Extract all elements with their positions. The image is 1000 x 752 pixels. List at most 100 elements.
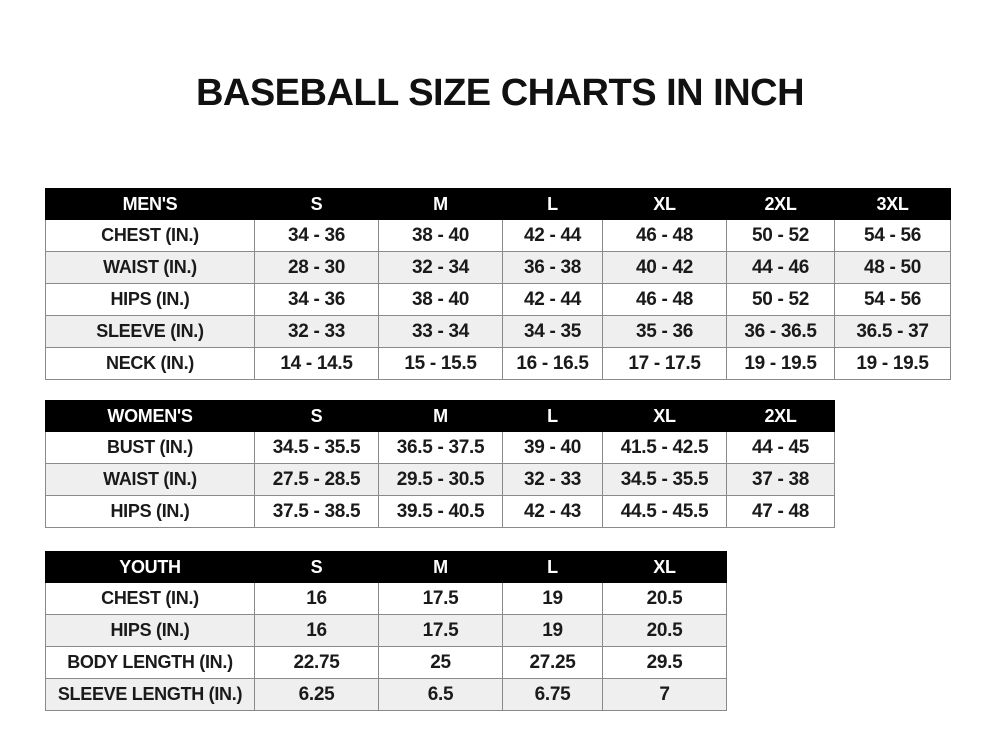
size-value-cell: 38 - 40 <box>378 283 503 316</box>
size-value-cell: 16 <box>254 582 379 615</box>
measurement-label: CHEST (IN.) <box>45 582 255 615</box>
men-size-table: MEN'S S M L XL 2XL 3XL CHEST (IN.) 34 - 36 38 - 4… <box>45 188 951 380</box>
measurement-label: WAIST (IN.) <box>45 463 255 496</box>
measurement-label: BODY LENGTH (IN.) <box>45 646 255 679</box>
size-value-cell: 54 - 56 <box>834 283 951 316</box>
size-value-cell: 22.75 <box>254 646 379 679</box>
size-value-cell: 46 - 48 <box>602 283 727 316</box>
size-value-cell: 19 - 19.5 <box>834 347 951 380</box>
table-header-row: WOMEN'S S M L XL 2XL <box>45 400 835 432</box>
size-value-cell: 16 <box>254 614 379 647</box>
size-value-cell: 36 - 36.5 <box>726 315 835 348</box>
size-value-cell: 34.5 - 35.5 <box>254 431 379 464</box>
size-value-cell: 44.5 - 45.5 <box>602 495 727 528</box>
size-value-cell: 28 - 30 <box>254 251 379 284</box>
size-value-cell: 20.5 <box>602 582 727 615</box>
table-row: WAIST (IN.) 27.5 - 28.5 29.5 - 30.5 32 - 33… <box>45 463 835 496</box>
size-value-cell: 16 - 16.5 <box>502 347 603 380</box>
measurement-label: SLEEVE (IN.) <box>45 315 255 348</box>
size-value-cell: 33 - 34 <box>378 315 503 348</box>
size-value-cell: 27.5 - 28.5 <box>254 463 379 496</box>
table-header-row: YOUTH S M L XL <box>45 551 727 583</box>
size-value-cell: 15 - 15.5 <box>378 347 503 380</box>
size-value-cell: 14 - 14.5 <box>254 347 379 380</box>
table-row: BUST (IN.) 34.5 - 35.5 36.5 - 37.5 39 - 40 4… <box>45 431 835 464</box>
size-value-cell: 34 - 36 <box>254 283 379 316</box>
size-value-cell: 50 - 52 <box>726 219 835 252</box>
size-value-cell: 32 - 34 <box>378 251 503 284</box>
size-column-header: 2XL <box>726 188 835 220</box>
size-column-header: XL <box>602 551 727 583</box>
size-value-cell: 37.5 - 38.5 <box>254 495 379 528</box>
size-value-cell: 42 - 44 <box>502 283 603 316</box>
size-column-header: S <box>254 400 379 432</box>
table-header-row: MEN'S S M L XL 2XL 3XL <box>45 188 951 220</box>
size-value-cell: 32 - 33 <box>254 315 379 348</box>
table-row: HIPS (IN.) 37.5 - 38.5 39.5 - 40.5 42 - 43 4… <box>45 495 835 528</box>
size-value-cell: 19 <box>502 582 603 615</box>
size-value-cell: 34 - 36 <box>254 219 379 252</box>
size-column-header: S <box>254 188 379 220</box>
table-row: HIPS (IN.) 34 - 36 38 - 40 42 - 44 46 - 48 50… <box>45 283 951 316</box>
size-value-cell: 40 - 42 <box>602 251 727 284</box>
size-value-cell: 29.5 <box>602 646 727 679</box>
size-column-header: M <box>378 551 503 583</box>
size-value-cell: 6.75 <box>502 678 603 711</box>
measurement-label: BUST (IN.) <box>45 431 255 464</box>
table-row: BODY LENGTH (IN.) 22.75 25 27.25 29.5 <box>45 646 727 679</box>
size-value-cell: 50 - 52 <box>726 283 835 316</box>
size-value-cell: 17.5 <box>378 582 503 615</box>
size-value-cell: 32 - 33 <box>502 463 603 496</box>
size-value-cell: 17 - 17.5 <box>602 347 727 380</box>
table-category-header: YOUTH <box>45 551 255 583</box>
measurement-label: WAIST (IN.) <box>45 251 255 284</box>
size-value-cell: 7 <box>602 678 727 711</box>
table-category-header: WOMEN'S <box>45 400 255 432</box>
size-value-cell: 41.5 - 42.5 <box>602 431 727 464</box>
size-value-cell: 35 - 36 <box>602 315 727 348</box>
size-value-cell: 36 - 38 <box>502 251 603 284</box>
size-column-header: M <box>378 400 503 432</box>
size-value-cell: 44 - 45 <box>726 431 835 464</box>
size-value-cell: 27.25 <box>502 646 603 679</box>
table-row: HIPS (IN.) 16 17.5 19 20.5 <box>45 614 727 647</box>
table-category-header: MEN'S <box>45 188 255 220</box>
table-row: CHEST (IN.) 34 - 36 38 - 40 42 - 44 46 - 48 5… <box>45 219 951 252</box>
youth-size-table: YOUTH S M L XL CHEST (IN.) 16 17.5 19 20.5 HIPS (I… <box>45 551 727 711</box>
size-column-header: XL <box>602 188 727 220</box>
size-column-header: M <box>378 188 503 220</box>
table-row: WAIST (IN.) 28 - 30 32 - 34 36 - 38 40 - 42 4… <box>45 251 951 284</box>
size-value-cell: 25 <box>378 646 503 679</box>
size-value-cell: 36.5 - 37 <box>834 315 951 348</box>
size-value-cell: 42 - 43 <box>502 495 603 528</box>
table-row: NECK (IN.) 14 - 14.5 15 - 15.5 16 - 16.5 17 … <box>45 347 951 380</box>
size-value-cell: 34.5 - 35.5 <box>602 463 727 496</box>
size-column-header: L <box>502 188 603 220</box>
size-value-cell: 17.5 <box>378 614 503 647</box>
size-value-cell: 39.5 - 40.5 <box>378 495 503 528</box>
size-value-cell: 20.5 <box>602 614 727 647</box>
measurement-label: SLEEVE LENGTH (IN.) <box>45 678 255 711</box>
measurement-label: CHEST (IN.) <box>45 219 255 252</box>
size-value-cell: 47 - 48 <box>726 495 835 528</box>
size-column-header: L <box>502 400 603 432</box>
table-row: SLEEVE LENGTH (IN.) 6.25 6.5 6.75 7 <box>45 678 727 711</box>
size-value-cell: 6.25 <box>254 678 379 711</box>
size-value-cell: 48 - 50 <box>834 251 951 284</box>
size-value-cell: 6.5 <box>378 678 503 711</box>
size-column-header: XL <box>602 400 727 432</box>
size-value-cell: 54 - 56 <box>834 219 951 252</box>
table-row: CHEST (IN.) 16 17.5 19 20.5 <box>45 582 727 615</box>
size-value-cell: 38 - 40 <box>378 219 503 252</box>
women-size-table: WOMEN'S S M L XL 2XL BUST (IN.) 34.5 - 35.5 36.5… <box>45 400 835 528</box>
size-value-cell: 29.5 - 30.5 <box>378 463 503 496</box>
size-value-cell: 34 - 35 <box>502 315 603 348</box>
page-title: BASEBALL SIZE CHARTS IN INCH <box>195 72 805 114</box>
size-column-header: 3XL <box>834 188 951 220</box>
size-value-cell: 37 - 38 <box>726 463 835 496</box>
measurement-label: HIPS (IN.) <box>45 283 255 316</box>
size-value-cell: 36.5 - 37.5 <box>378 431 503 464</box>
size-value-cell: 39 - 40 <box>502 431 603 464</box>
size-value-cell: 19 - 19.5 <box>726 347 835 380</box>
measurement-label: HIPS (IN.) <box>45 495 255 528</box>
